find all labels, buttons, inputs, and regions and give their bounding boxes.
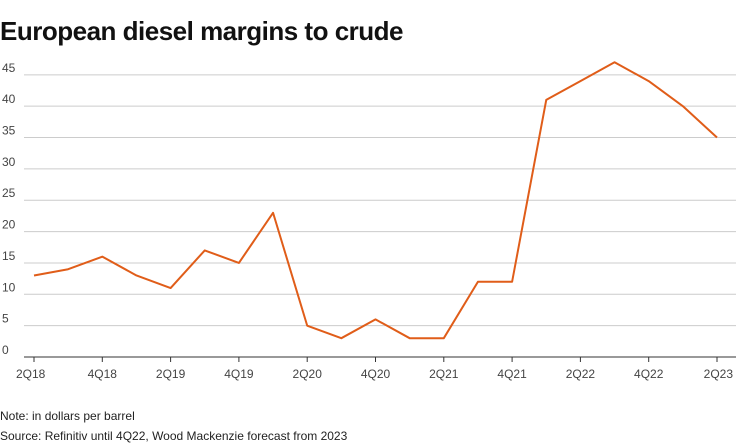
- y-tick-label: 0: [2, 343, 9, 357]
- x-tick-label: 2Q20: [293, 367, 323, 381]
- x-tick-label: 4Q20: [361, 367, 391, 381]
- x-tick-label: 4Q19: [224, 367, 254, 381]
- x-tick-label: 2Q22: [566, 367, 596, 381]
- y-tick-label: 10: [2, 280, 16, 294]
- y-tick-label: 25: [2, 186, 16, 200]
- x-tick-label: 2Q21: [429, 367, 459, 381]
- y-tick-label: 15: [2, 249, 16, 263]
- y-tick-label: 35: [2, 124, 16, 138]
- y-tick-label: 40: [2, 92, 16, 106]
- x-tick-label: 4Q21: [497, 367, 527, 381]
- x-tick-label: 2Q19: [156, 367, 186, 381]
- x-tick-label: 2Q23: [704, 367, 734, 381]
- y-tick-label: 5: [2, 312, 9, 326]
- x-tick-label: 4Q18: [88, 367, 118, 381]
- data-line: [33, 61, 718, 340]
- chart-title: European diesel margins to crude: [0, 16, 403, 46]
- y-tick-label: 45: [2, 61, 16, 75]
- source: Source: Refinitiv until 4Q22, Wood Macke…: [0, 429, 348, 443]
- x-tick-label: 4Q22: [634, 367, 664, 381]
- x-tick-label: 2Q18: [16, 367, 46, 381]
- y-tick-label: 30: [2, 155, 16, 169]
- note: Note: in dollars per barrel: [0, 409, 135, 423]
- y-tick-label: 20: [2, 218, 16, 232]
